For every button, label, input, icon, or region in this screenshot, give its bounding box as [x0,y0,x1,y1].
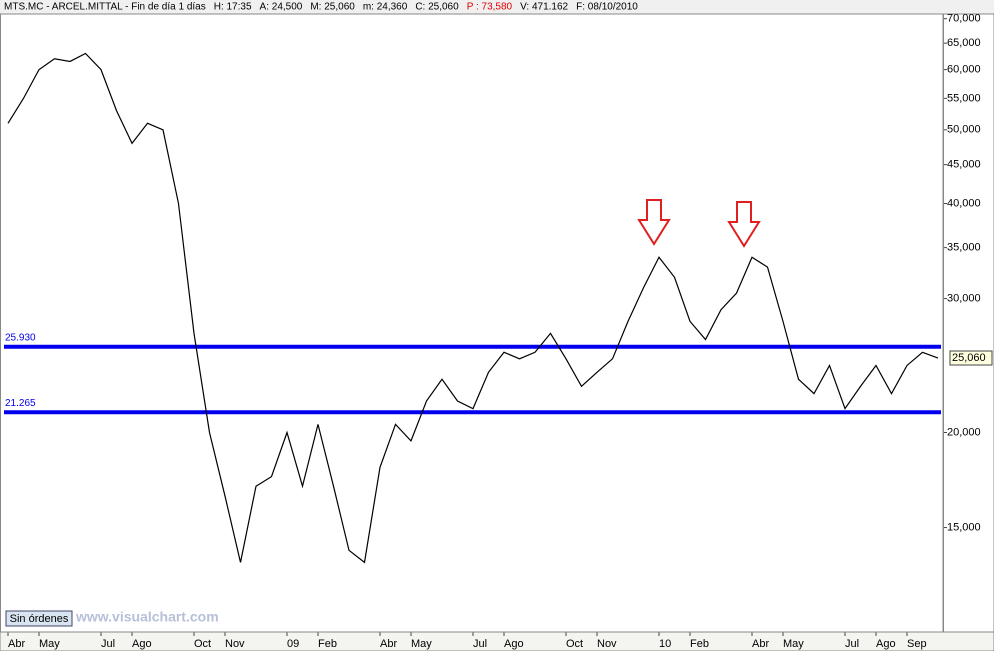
y-tick-label: 55,000 [947,92,981,104]
x-tick-label: Jul [473,638,487,650]
y-tick-label: 60,000 [947,64,981,76]
header-bar [0,0,994,14]
x-tick-label: Nov [225,638,245,650]
x-tick-label: 09 [287,638,299,650]
y-tick-label: 65,000 [947,37,981,49]
y-tick-label: 35,000 [947,242,981,254]
x-tick-label: May [411,638,432,650]
x-tick-label: Oct [194,638,211,650]
x-tick-label: Nov [597,638,617,650]
header-item: F: 08/10/2010 [576,2,638,13]
header-item: V: 471.162 [520,2,568,13]
header-item: MTS.MC - ARCEL.MITTAL - Fin de día 1 día… [4,2,206,13]
header-item: C: 25,060 [415,2,459,13]
y-tick-label: 40,000 [947,197,981,209]
x-tick-label: Sep [907,638,927,650]
x-tick-label: Feb [690,638,709,650]
x-tick-label: Ago [876,638,896,650]
y-tick-label: 15,000 [947,521,981,533]
y-tick-label: 30,000 [947,292,981,304]
y-tick-label: 50,000 [947,124,981,136]
level-label: 21.265 [5,398,36,409]
y-tick-label: 20,000 [947,426,981,438]
y-tick-label: 70,000 [947,13,981,25]
header-item: H: 17:35 [214,2,252,13]
y-axis-panel [942,13,994,633]
button[interactable] [5,610,73,627]
price-line [7,52,939,564]
x-tick-label: Oct [566,638,583,650]
arrow [727,201,761,248]
last-price-label: 25,060 [952,352,986,364]
x-tick-label: Abr [8,638,25,650]
arrow [637,199,671,246]
header-item: P : 73,580 [467,2,513,13]
x-tick-label: Ago [504,638,524,650]
x-tick-label: May [783,638,804,650]
header-item: A: 24,500 [260,2,303,13]
header-item: M: 25,060 [310,2,355,13]
x-tick-label: Abr [380,638,397,650]
x-tick-label: Ago [132,638,152,650]
x-tick-label: Feb [318,638,337,650]
y-tick-label: 45,000 [947,159,981,171]
last-price-box [949,350,993,366]
x-tick-label: Abr [752,638,769,650]
level-label: 25.930 [5,332,36,343]
x-tick-label: Jul [101,638,115,650]
x-tick-label: May [39,638,60,650]
watermark: www.visualchart.com [75,609,219,625]
x-tick-label: Jul [845,638,859,650]
header-item: m: 24,360 [363,2,408,13]
button-label[interactable]: Sin órdenes [10,613,69,625]
plot-frame [0,13,944,633]
x-tick-label: 10 [659,638,671,650]
